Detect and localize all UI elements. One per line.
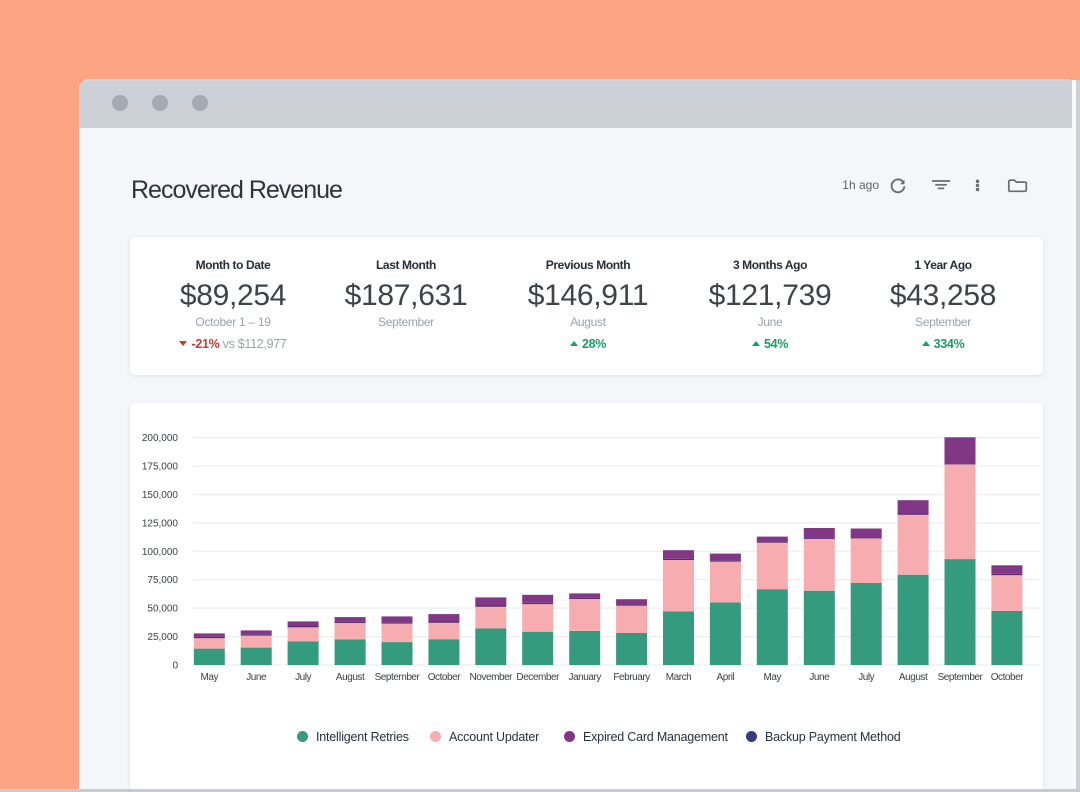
svg-text:150,000: 150,000 [142,490,179,501]
svg-text:July: July [295,672,311,683]
svg-text:April: April [717,672,735,683]
svg-text:May: May [201,672,219,683]
svg-text:125,000: 125,000 [142,518,179,529]
svg-text:75,000: 75,000 [147,575,178,586]
svg-text:August: August [336,672,365,683]
svg-text:June: June [246,672,267,683]
svg-text:March: March [666,672,692,683]
svg-text:October: October [428,672,462,683]
svg-text:February: February [613,672,650,683]
svg-text:50,000: 50,000 [147,604,178,615]
svg-text:25,000: 25,000 [147,632,178,643]
svg-text:September: September [375,672,421,683]
svg-text:0: 0 [172,661,178,672]
svg-text:October: October [991,672,1025,683]
svg-text:June: June [809,672,830,683]
svg-text:November: November [470,672,514,683]
svg-text:September: September [938,672,984,683]
svg-text:August: August [899,672,928,683]
svg-text:100,000: 100,000 [142,547,179,558]
svg-text:July: July [858,672,874,683]
svg-text:May: May [764,672,782,683]
svg-text:December: December [516,672,560,683]
svg-text:200,000: 200,000 [142,433,179,444]
svg-text:175,000: 175,000 [142,462,179,473]
svg-text:January: January [568,672,601,683]
